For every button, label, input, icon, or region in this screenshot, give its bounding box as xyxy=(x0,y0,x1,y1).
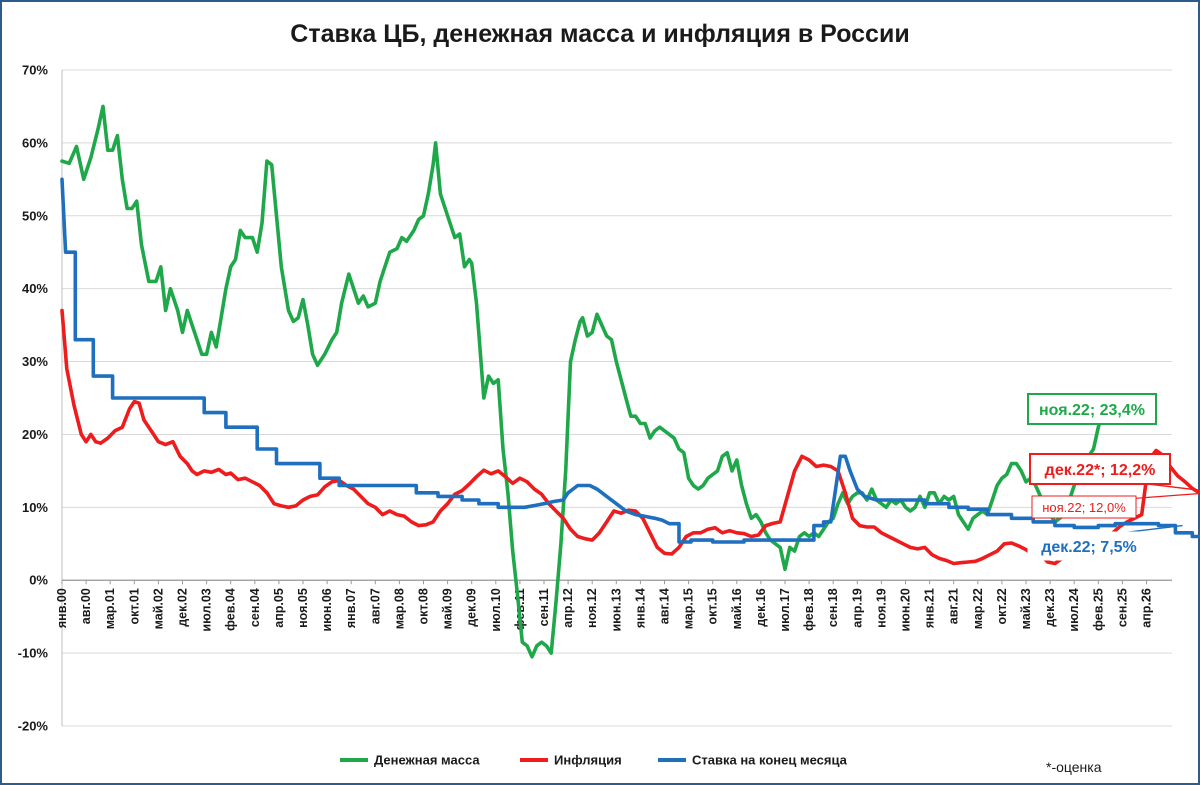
x-tick-label: апр.26 xyxy=(1140,588,1154,628)
x-tick-label: мар.15 xyxy=(682,588,696,629)
legend: Денежная масса Инфляция Ставка на конец … xyxy=(340,753,848,768)
x-axis: янв.00 авг.00 мар.01 окт.01 май.02 дек.02 июл.… xyxy=(55,579,1172,632)
x-tick-label: окт.08 xyxy=(417,588,431,624)
x-tick-label: ноя.12 xyxy=(585,588,599,628)
x-tick-label: июл.10 xyxy=(489,588,503,631)
x-tick-label: май.02 xyxy=(151,588,165,629)
y-tick-label: 10% xyxy=(22,500,48,515)
legend-label-inflation: Инфляция xyxy=(554,753,622,768)
x-tick-label: июл.03 xyxy=(200,588,214,631)
y-tick-label: 50% xyxy=(22,208,48,223)
x-tick-label: май.23 xyxy=(1019,588,1033,629)
x-tick-label: май.09 xyxy=(441,588,455,629)
x-tick-label: июл.17 xyxy=(778,588,792,631)
x-tick-label: фев.25 xyxy=(1091,588,1105,631)
series-line-inflation xyxy=(60,308,1200,566)
x-tick-label: окт.22 xyxy=(995,588,1009,624)
callout-box xyxy=(1029,453,1171,485)
x-tick-label: апр.12 xyxy=(561,588,575,628)
callout-rate-label: дек.22; 7,5% xyxy=(1041,539,1137,556)
x-tick-label: июн.20 xyxy=(899,588,913,631)
series-layer xyxy=(60,104,1200,659)
x-tick-label: фев.18 xyxy=(802,588,816,631)
x-tick-label: сен.18 xyxy=(826,588,840,627)
x-tick-label: дек.02 xyxy=(176,588,190,627)
x-tick-label: июн.13 xyxy=(609,588,623,631)
x-tick-label: фев.04 xyxy=(224,588,238,631)
x-tick-label: окт.01 xyxy=(127,588,141,624)
y-tick-label: -10% xyxy=(18,646,49,661)
x-tick-label: мар.08 xyxy=(392,588,406,629)
x-tick-label: авг.21 xyxy=(947,588,961,624)
x-tick-label: ноя.19 xyxy=(874,588,888,628)
x-tick-label: дек.16 xyxy=(754,588,768,627)
x-tick-label: дек.23 xyxy=(1043,588,1057,627)
legend-label-money: Денежная масса xyxy=(374,753,480,768)
x-tick-label: янв.07 xyxy=(344,588,358,628)
callout-inflation-label: дек.22*; 12,2% xyxy=(1045,462,1156,479)
x-tick-label: дек.09 xyxy=(465,588,479,627)
x-tick-label: май.16 xyxy=(730,588,744,629)
x-tick-label: сен.11 xyxy=(537,588,551,626)
x-tick-label: авг.07 xyxy=(368,588,382,624)
x-tick-label: авг.14 xyxy=(658,588,672,624)
callout-box xyxy=(1027,393,1157,425)
footnote: *-оценка xyxy=(1046,759,1102,775)
x-tick-label: июн.06 xyxy=(320,588,334,631)
x-tick-label: янв.00 xyxy=(55,588,69,628)
x-tick-label: сен.04 xyxy=(248,588,262,627)
y-tick-label: 40% xyxy=(22,281,48,296)
x-tick-label: окт.15 xyxy=(706,588,720,624)
callout-money-label: ноя.22; 23,4% xyxy=(1039,402,1145,419)
x-tick-label: ноя.05 xyxy=(296,588,310,628)
legend-label-rate: Ставка на конец месяца xyxy=(692,753,848,768)
y-axis: 70% 60% 50% 40% 30% 20% 10% 0% -10% -20% xyxy=(18,63,1172,734)
chart-title: Ставка ЦБ, денежная масса и инфляция в Р… xyxy=(290,20,909,48)
series-line-rate xyxy=(60,177,1200,544)
y-tick-label: 20% xyxy=(22,427,48,442)
y-tick-label: 0% xyxy=(29,573,48,588)
x-tick-label: мар.22 xyxy=(971,588,985,629)
x-tick-label: сен.25 xyxy=(1115,588,1129,627)
x-tick-label: июл.24 xyxy=(1067,588,1081,631)
annotation-layer: ноя.22; 23,4% дек.22*; 12,2% ноя.22; 12,0%… xyxy=(1027,393,1200,561)
y-tick-label: 30% xyxy=(22,354,48,369)
x-tick-label: мар.01 xyxy=(103,588,117,629)
y-tick-label: 70% xyxy=(22,63,48,78)
series-line-money xyxy=(60,104,1115,659)
callout-box xyxy=(1027,531,1151,561)
x-tick-label: янв.21 xyxy=(923,588,937,628)
callout-inflation-prev-label: ноя.22; 12,0% xyxy=(1042,500,1126,515)
x-tick-label: апр.05 xyxy=(272,588,286,628)
x-tick-label: янв.14 xyxy=(633,588,647,628)
callout-box xyxy=(1031,495,1137,519)
x-tick-label: апр.19 xyxy=(850,588,864,628)
y-tick-label: 60% xyxy=(22,135,48,150)
x-tick-label: авг.00 xyxy=(79,588,93,624)
y-tick-label: -20% xyxy=(18,719,49,734)
